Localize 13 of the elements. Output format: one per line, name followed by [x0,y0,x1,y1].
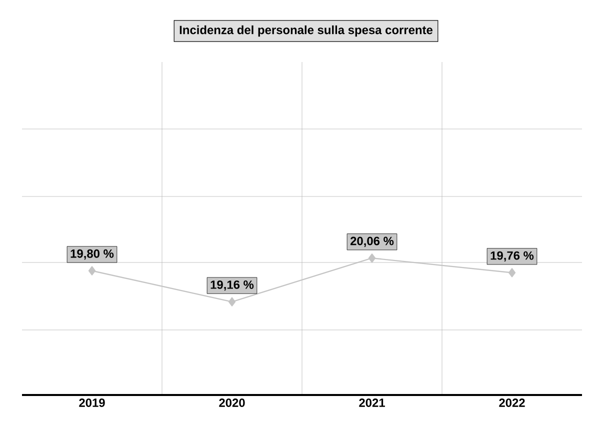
point [228,297,236,306]
data-label: 19,76 % [490,251,534,262]
x-tick-label: 2020 [219,398,245,407]
x-tick-label: 2019 [79,398,105,407]
x-tick-label: 2021 [359,398,385,407]
chart-title: Incidenza del personale sulla spesa corrente [180,25,432,37]
point [508,268,516,278]
data-label: 20,06 % [350,236,394,247]
point [88,266,96,276]
data-label: 19,80 % [70,249,114,260]
point [368,254,376,263]
x-tick-label: 2022 [499,398,525,407]
data-label: 19,16 % [210,280,254,291]
